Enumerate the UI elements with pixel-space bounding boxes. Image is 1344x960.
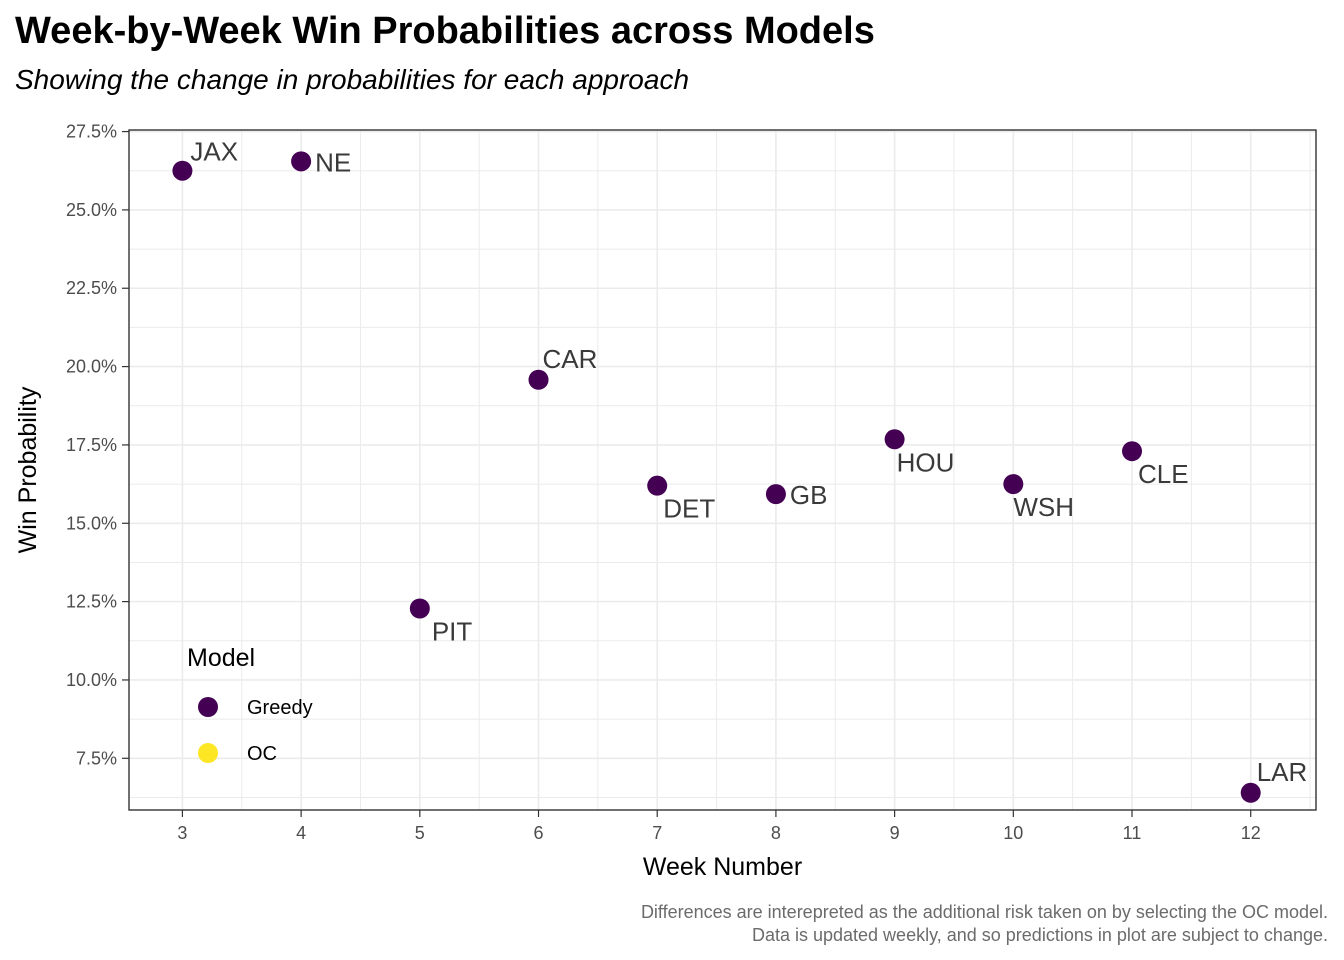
legend-key-greedy (198, 697, 218, 717)
y-tick-label: 17.5% (66, 435, 117, 455)
point-label: CAR (543, 344, 598, 374)
point-label: CLE (1138, 459, 1189, 489)
data-point (409, 598, 430, 619)
legend-title: Model (187, 644, 255, 672)
data-point (172, 160, 193, 181)
data-point (528, 369, 549, 390)
x-axis-title: Week Number (643, 853, 802, 881)
legend-label-greedy: Greedy (247, 697, 313, 719)
y-tick-label: 7.5% (76, 748, 117, 768)
point-label: GB (790, 480, 828, 510)
y-axis-title: Win Probability (14, 386, 42, 553)
x-tick-label: 8 (771, 823, 781, 843)
chart-subtitle: Showing the change in probabilities for … (15, 64, 690, 95)
data-point (291, 151, 312, 172)
x-tick-label: 7 (652, 823, 662, 843)
data-point (1122, 441, 1143, 462)
x-tick-label: 6 (534, 823, 544, 843)
y-tick-label: 12.5% (66, 592, 117, 612)
caption-line-2: Data is updated weekly, and so predictio… (751, 925, 1328, 945)
x-tick-label: 11 (1123, 823, 1142, 843)
x-tick-label: 12 (1241, 823, 1261, 843)
data-point (884, 429, 905, 450)
data-point (765, 484, 786, 505)
chart-title: Week-by-Week Win Probabilities across Mo… (15, 10, 875, 52)
y-tick-label: 20.0% (66, 357, 117, 377)
x-tick-label: 4 (296, 823, 306, 843)
point-label: WSH (1013, 492, 1074, 522)
point-label: HOU (897, 447, 955, 477)
x-tick-label: 10 (1003, 823, 1023, 843)
y-tick-label: 15.0% (66, 513, 117, 533)
y-tick-label: 22.5% (66, 278, 117, 298)
point-label: DET (663, 494, 715, 524)
data-point (1240, 782, 1261, 803)
plot-panel (129, 130, 1316, 810)
legend-label-oc: OC (247, 743, 277, 765)
caption-line-1: Differences are interepreted as the addi… (640, 902, 1328, 922)
y-tick-label: 25.0% (66, 200, 117, 220)
y-tick-label: 27.5% (66, 122, 117, 142)
point-label: NE (315, 147, 351, 177)
point-label: PIT (432, 617, 473, 647)
panel-border (128, 129, 1317, 811)
data-point (647, 475, 668, 496)
y-tick-label: 10.0% (66, 670, 117, 690)
point-label: JAX (190, 137, 238, 167)
x-tick-label: 9 (890, 823, 900, 843)
legend-key-oc (198, 743, 218, 763)
x-tick-label: 3 (177, 823, 187, 843)
point-label: LAR (1257, 757, 1308, 787)
x-tick-label: 5 (415, 823, 425, 843)
data-point (1003, 474, 1024, 495)
